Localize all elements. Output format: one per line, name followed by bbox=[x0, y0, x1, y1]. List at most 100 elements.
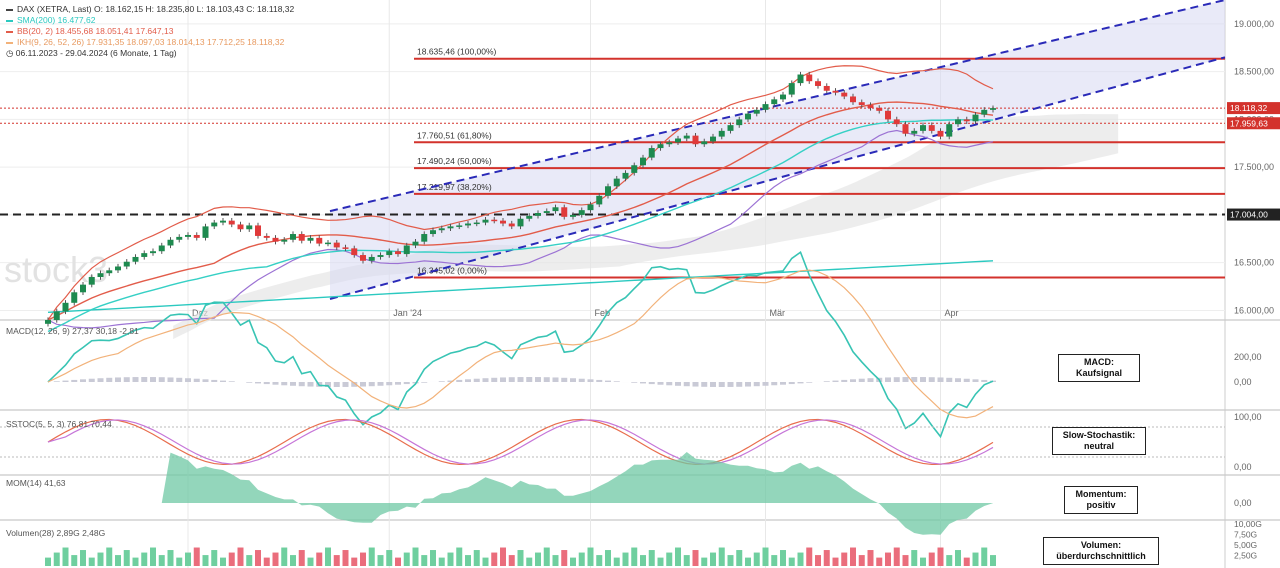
volume-bar bbox=[368, 547, 375, 566]
macd-axis-label: 0,00 bbox=[1234, 377, 1252, 387]
candle-body bbox=[71, 292, 78, 303]
candle-body bbox=[272, 237, 279, 242]
macd-histogram-bar bbox=[902, 377, 909, 382]
candle-body bbox=[53, 311, 60, 320]
macd-histogram-bar bbox=[788, 382, 795, 385]
volume-axis-label: 2,50G bbox=[1234, 551, 1257, 561]
macd-histogram-bar bbox=[88, 378, 95, 382]
candle-body bbox=[876, 107, 883, 111]
clock-icon: ◷ bbox=[6, 48, 14, 58]
macd-histogram-bar bbox=[307, 382, 314, 387]
price-axis-label: 16.000,00 bbox=[1234, 305, 1274, 315]
momentum-annotation: Momentum: positiv bbox=[1064, 486, 1138, 514]
candle-body bbox=[421, 234, 428, 242]
volume-annotation-value: überdurchschnittlich bbox=[1056, 551, 1146, 561]
macd-histogram-bar bbox=[893, 377, 900, 382]
macd-annotation-title: MACD: bbox=[1084, 357, 1114, 367]
volume-bar bbox=[421, 555, 428, 566]
candle-body bbox=[211, 222, 218, 227]
macd-histogram-bar bbox=[666, 382, 673, 386]
last-price-tag: 18.118,32 bbox=[1230, 103, 1267, 113]
volume-axis-label: 10,00G bbox=[1234, 519, 1262, 529]
candle-body bbox=[727, 125, 734, 131]
candle-body bbox=[228, 220, 235, 225]
stoch-annotation-title: Slow-Stochastik: bbox=[1062, 430, 1136, 440]
candle-body bbox=[753, 109, 760, 114]
candle-body bbox=[298, 234, 305, 241]
macd-histogram-bar bbox=[797, 382, 804, 384]
candle-body bbox=[185, 234, 191, 237]
candle-body bbox=[237, 224, 244, 230]
fib-label: 17.219,97 (38,20%) bbox=[417, 182, 492, 192]
macd-line bbox=[47, 250, 994, 439]
month-label: Feb bbox=[595, 308, 611, 318]
volume-bar bbox=[246, 555, 253, 566]
candle-body bbox=[587, 204, 594, 211]
volume-bar bbox=[587, 547, 594, 566]
macd-histogram-bar bbox=[823, 381, 830, 382]
volume-bar bbox=[377, 555, 384, 566]
candle-body bbox=[88, 277, 95, 285]
volume-bar bbox=[272, 552, 279, 566]
volume-bar bbox=[701, 557, 708, 566]
candle-body bbox=[395, 251, 401, 255]
candle-body bbox=[981, 109, 988, 115]
volume-bar bbox=[456, 547, 463, 566]
macd-histogram-bar bbox=[858, 378, 865, 382]
legend-period: 06.11.2023 - 29.04.2024 (6 Monate, 1 Tag… bbox=[15, 48, 177, 58]
macd-histogram-bar bbox=[360, 382, 366, 387]
momentum-annotation-title: Momentum: bbox=[1075, 489, 1127, 499]
volume-bar bbox=[797, 552, 804, 566]
candle-body bbox=[447, 226, 454, 229]
candle-body bbox=[220, 220, 226, 223]
candle-body bbox=[115, 266, 121, 271]
candle-body bbox=[150, 251, 156, 254]
macd-histogram-bar bbox=[640, 382, 646, 384]
candle-body bbox=[841, 92, 848, 97]
candle-body bbox=[762, 104, 769, 110]
stoch-k-line bbox=[47, 418, 994, 466]
volume-bar bbox=[360, 552, 366, 566]
candle-body bbox=[911, 130, 918, 134]
candle-body bbox=[946, 124, 953, 137]
price-legend: DAX (XETRA, Last) O: 18.162,15 H: 18.235… bbox=[6, 4, 294, 59]
candle-body bbox=[255, 225, 261, 236]
volume-bar bbox=[535, 552, 541, 566]
candle-body bbox=[692, 135, 699, 145]
candle-body bbox=[167, 239, 174, 246]
volume-bar bbox=[290, 555, 296, 566]
volume-bar bbox=[622, 552, 629, 566]
macd-histogram-bar bbox=[342, 382, 349, 387]
fib-label: 16.345,02 (0,00%) bbox=[417, 265, 487, 275]
volume-bar bbox=[412, 547, 419, 566]
macd-histogram-bar bbox=[727, 382, 734, 387]
legend-bb: BB(20, 2) 18.455,68 18.051,41 17.647,13 bbox=[17, 26, 174, 36]
legend-ohlc: O: 18.162,15 H: 18.235,80 L: 18.103,43 C… bbox=[94, 4, 295, 14]
candle-body bbox=[132, 256, 139, 262]
candle-body bbox=[902, 124, 909, 134]
volume-bar bbox=[342, 550, 349, 566]
volume-bar bbox=[71, 555, 78, 566]
volume-bar bbox=[123, 550, 130, 566]
fib-label: 17.490,24 (50,00%) bbox=[417, 156, 492, 166]
macd-histogram-bar bbox=[832, 380, 839, 382]
macd-histogram-bar bbox=[596, 379, 603, 382]
macd-histogram-bar bbox=[885, 377, 891, 382]
volume-bar bbox=[605, 550, 611, 566]
trend-channel-fill bbox=[330, 0, 1225, 299]
macd-histogram-bar bbox=[955, 378, 961, 382]
volume-bar bbox=[307, 557, 314, 566]
macd-histogram-bar bbox=[745, 382, 751, 387]
volume-bar bbox=[806, 547, 813, 566]
volume-bar bbox=[762, 547, 769, 566]
macd-histogram-bar bbox=[701, 382, 708, 387]
candle-body bbox=[141, 253, 148, 257]
macd-histogram-bar bbox=[62, 380, 69, 382]
candle-body bbox=[263, 235, 270, 238]
volume-bar bbox=[841, 552, 848, 566]
macd-histogram-bar bbox=[333, 382, 340, 387]
volume-bar bbox=[981, 547, 988, 566]
candle-body bbox=[123, 261, 130, 267]
candle-body bbox=[648, 148, 655, 158]
candle-body bbox=[640, 157, 646, 166]
